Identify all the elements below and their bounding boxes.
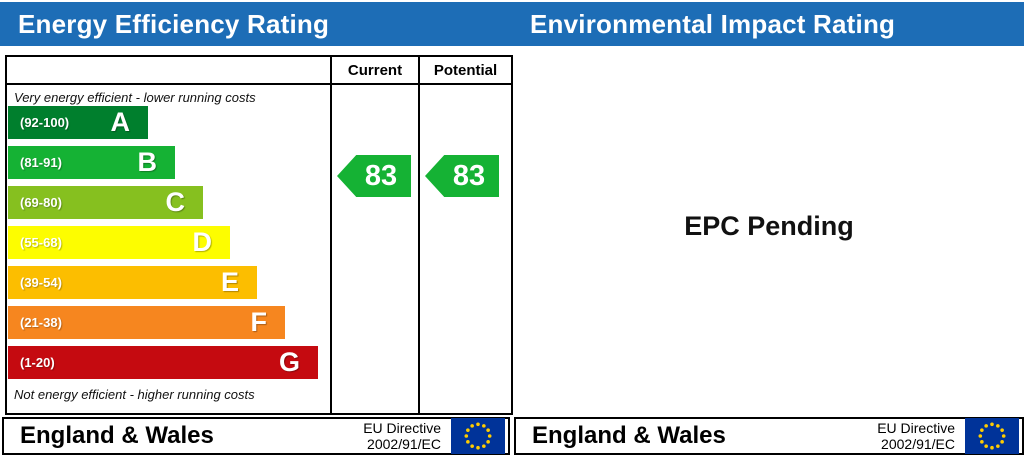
band-range-label: (1-20) <box>20 355 55 370</box>
band-row-B: (81-91) B <box>8 146 175 179</box>
environmental-impact-title: Environmental Impact Rating <box>530 8 896 39</box>
band-range-label: (39-54) <box>20 275 62 290</box>
band-row-A: (92-100) A <box>8 106 148 139</box>
footer-right: England & Wales EU Directive 2002/91/EC <box>514 417 1024 455</box>
band-range-label: (69-80) <box>20 195 62 210</box>
current-rating-value: 83 <box>364 159 398 192</box>
current-rating-arrow: 83 <box>337 155 411 197</box>
band-range-label: (21-38) <box>20 315 62 330</box>
bands-list: (92-100) A (81-91) B (69-80) C (55-68) D (39-54)… <box>8 106 318 386</box>
column-divider-current <box>330 57 332 413</box>
band-letter-label: A <box>110 107 131 137</box>
band-row-C: (69-80) C <box>8 186 203 219</box>
band-range-label: (92-100) <box>20 115 70 130</box>
potential-rating-value: 83 <box>452 159 486 192</box>
potential-column-header: Potential <box>433 61 498 79</box>
column-header-row: Current Potential <box>7 57 511 85</box>
band-range-label: (55-68) <box>20 235 62 250</box>
eu-flag-icon <box>965 418 1019 454</box>
footer-left: England & Wales EU Directive 2002/91/EC <box>2 417 510 455</box>
current-column-header: Current <box>347 61 403 79</box>
potential-rating-arrow: 83 <box>425 155 499 197</box>
band-row-G: (1-20) G <box>8 346 318 379</box>
title-bar: Energy Efficiency Rating Environmental I… <box>0 2 1024 46</box>
epc-pending-message: EPC Pending <box>684 210 854 241</box>
band-letter-label: G <box>278 347 300 377</box>
band-letter-label: E <box>220 267 239 297</box>
energy-efficiency-title: Energy Efficiency Rating <box>18 8 330 39</box>
band-letter-label: B <box>137 147 158 177</box>
band-row-D: (55-68) D <box>8 226 230 259</box>
band-row-F: (21-38) F <box>8 306 285 339</box>
band-letter-label: F <box>250 307 268 337</box>
band-letter-label: C <box>165 187 186 217</box>
column-divider-potential <box>418 57 420 413</box>
eu-directive-line1: EU Directive <box>877 420 955 436</box>
bottom-note: Not energy efficient - higher running co… <box>14 387 255 402</box>
energy-efficiency-chart: Current Potential Very energy efficient … <box>5 55 513 415</box>
eu-directive-line2: 2002/91/EC <box>367 436 441 452</box>
eu-directive-line2: 2002/91/EC <box>881 436 955 452</box>
band-row-E: (39-54) E <box>8 266 257 299</box>
eu-directive-line1: EU Directive <box>363 420 441 436</box>
region-label: England & Wales <box>532 422 726 449</box>
band-range-label: (81-91) <box>20 155 62 170</box>
eu-directive-label: EU Directive 2002/91/EC <box>363 420 451 452</box>
environmental-impact-panel: EPC Pending <box>514 55 1024 411</box>
eu-directive-label: EU Directive 2002/91/EC <box>877 420 965 452</box>
band-letter-label: D <box>192 227 213 257</box>
top-note: Very energy efficient - lower running co… <box>14 90 256 105</box>
region-label: England & Wales <box>20 422 214 449</box>
eu-flag-icon <box>451 418 505 454</box>
